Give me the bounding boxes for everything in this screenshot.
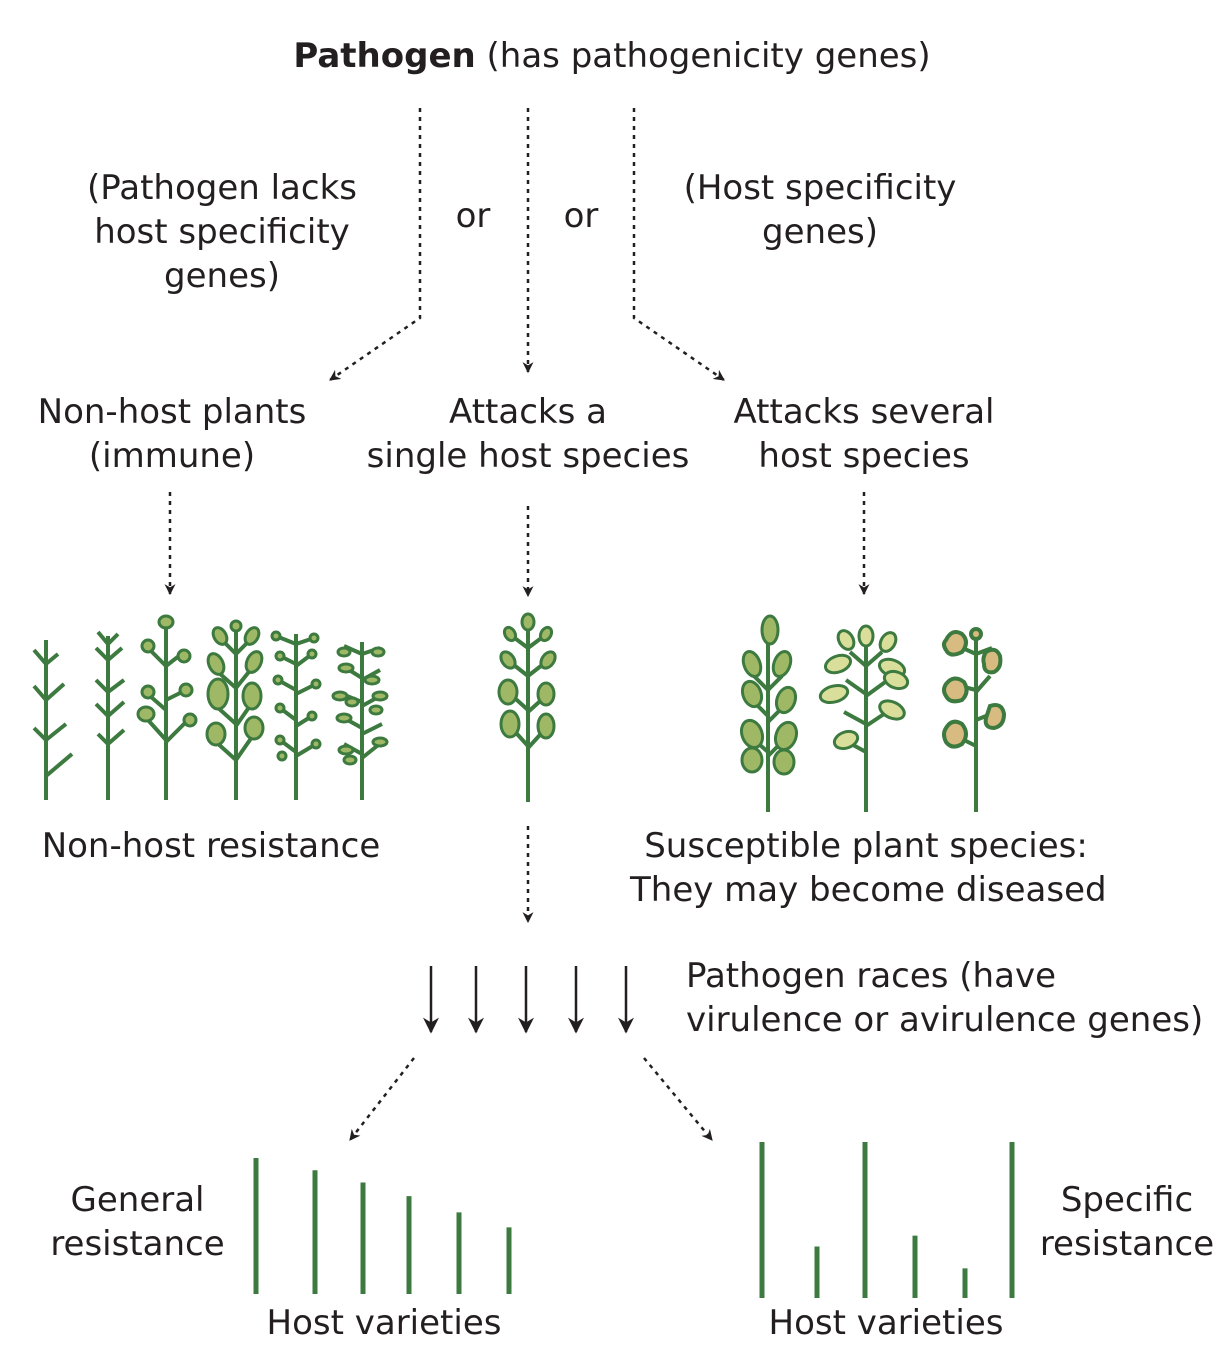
bare-plant-icon bbox=[32, 640, 74, 800]
note-lacks-specificity: (Pathogen lacks host specificity genes) bbox=[72, 166, 372, 298]
title-bold: Pathogen bbox=[293, 36, 476, 76]
outcome-single-host: Attacks a single host species bbox=[358, 390, 698, 478]
arrow-to-non-host bbox=[329, 108, 422, 382]
note-line: (Pathogen lacks bbox=[87, 168, 357, 208]
general-resistance-bars bbox=[253, 1158, 512, 1294]
outcome-non-host: Non-host plants (immune) bbox=[22, 390, 322, 478]
caption-non-host-resistance: Non-host resistance bbox=[41, 826, 381, 866]
sparse-leaf-plant-icon bbox=[136, 614, 198, 800]
resistance-line: resistance bbox=[1039, 1224, 1215, 1264]
outcome-line: Attacks several bbox=[733, 392, 995, 432]
note-line: genes) bbox=[164, 256, 280, 296]
diagram-title: Pathogen (has pathogenicity genes) bbox=[0, 34, 1224, 78]
races-line: virulence or avirulence genes) bbox=[686, 1000, 1204, 1040]
or-label: or bbox=[563, 196, 599, 236]
host-varieties-right-label: Host varieties bbox=[768, 1303, 1004, 1343]
resistance-line: resistance bbox=[50, 1224, 225, 1264]
diseased-plant-icon bbox=[942, 627, 1007, 812]
oval-leaf-plant-icon bbox=[331, 642, 389, 800]
note-host-specificity: (Host specificity genes) bbox=[670, 166, 970, 254]
races-line: Pathogen races (have bbox=[686, 956, 1056, 996]
susceptible-plant-icon bbox=[818, 624, 910, 812]
outcome-line: single host species bbox=[366, 436, 690, 476]
pathogen-races-label: Pathogen races (have virulence or avirul… bbox=[686, 954, 1203, 1042]
susceptible-plants bbox=[739, 614, 1007, 812]
specific-resistance-label: Specific resistance bbox=[1030, 1178, 1224, 1266]
or-label: or bbox=[455, 196, 491, 236]
budding-plant-icon bbox=[270, 630, 322, 800]
caption-susceptible: Susceptible plant species: They may beco… bbox=[630, 824, 1107, 912]
specific-resistance-bars bbox=[759, 1142, 1015, 1298]
leafy-plant-icon bbox=[205, 619, 265, 800]
outcome-line: Attacks a bbox=[449, 392, 607, 432]
title-rest: (has pathogenicity genes) bbox=[475, 36, 931, 76]
note-line: (Host specificity bbox=[683, 168, 957, 208]
resistance-line: Specific bbox=[1060, 1180, 1194, 1220]
outcome-line: host species bbox=[758, 436, 970, 476]
arrow-to-specific-resistance bbox=[643, 1057, 713, 1141]
outcome-line: Non-host plants bbox=[37, 392, 307, 432]
note-line: host specificity bbox=[94, 212, 350, 252]
susceptible-plant-icon bbox=[739, 614, 799, 812]
outcome-line: (immune) bbox=[88, 436, 256, 476]
outcome-several-hosts: Attacks several host species bbox=[714, 390, 1014, 478]
arrow-to-general-resistance bbox=[349, 1057, 415, 1141]
arrow-to-several-hosts bbox=[632, 108, 725, 382]
caption-line: Susceptible plant species: bbox=[644, 826, 1088, 866]
non-host-plants bbox=[32, 614, 389, 800]
resistance-line: General bbox=[70, 1180, 205, 1220]
general-resistance-label: General resistance bbox=[40, 1178, 235, 1266]
caption-line: They may become diseased bbox=[630, 870, 1107, 910]
bare-plant-icon bbox=[94, 630, 126, 800]
single-host-plant-icon bbox=[497, 612, 557, 802]
host-varieties-left-label: Host varieties bbox=[266, 1303, 502, 1343]
note-line: genes) bbox=[762, 212, 878, 252]
